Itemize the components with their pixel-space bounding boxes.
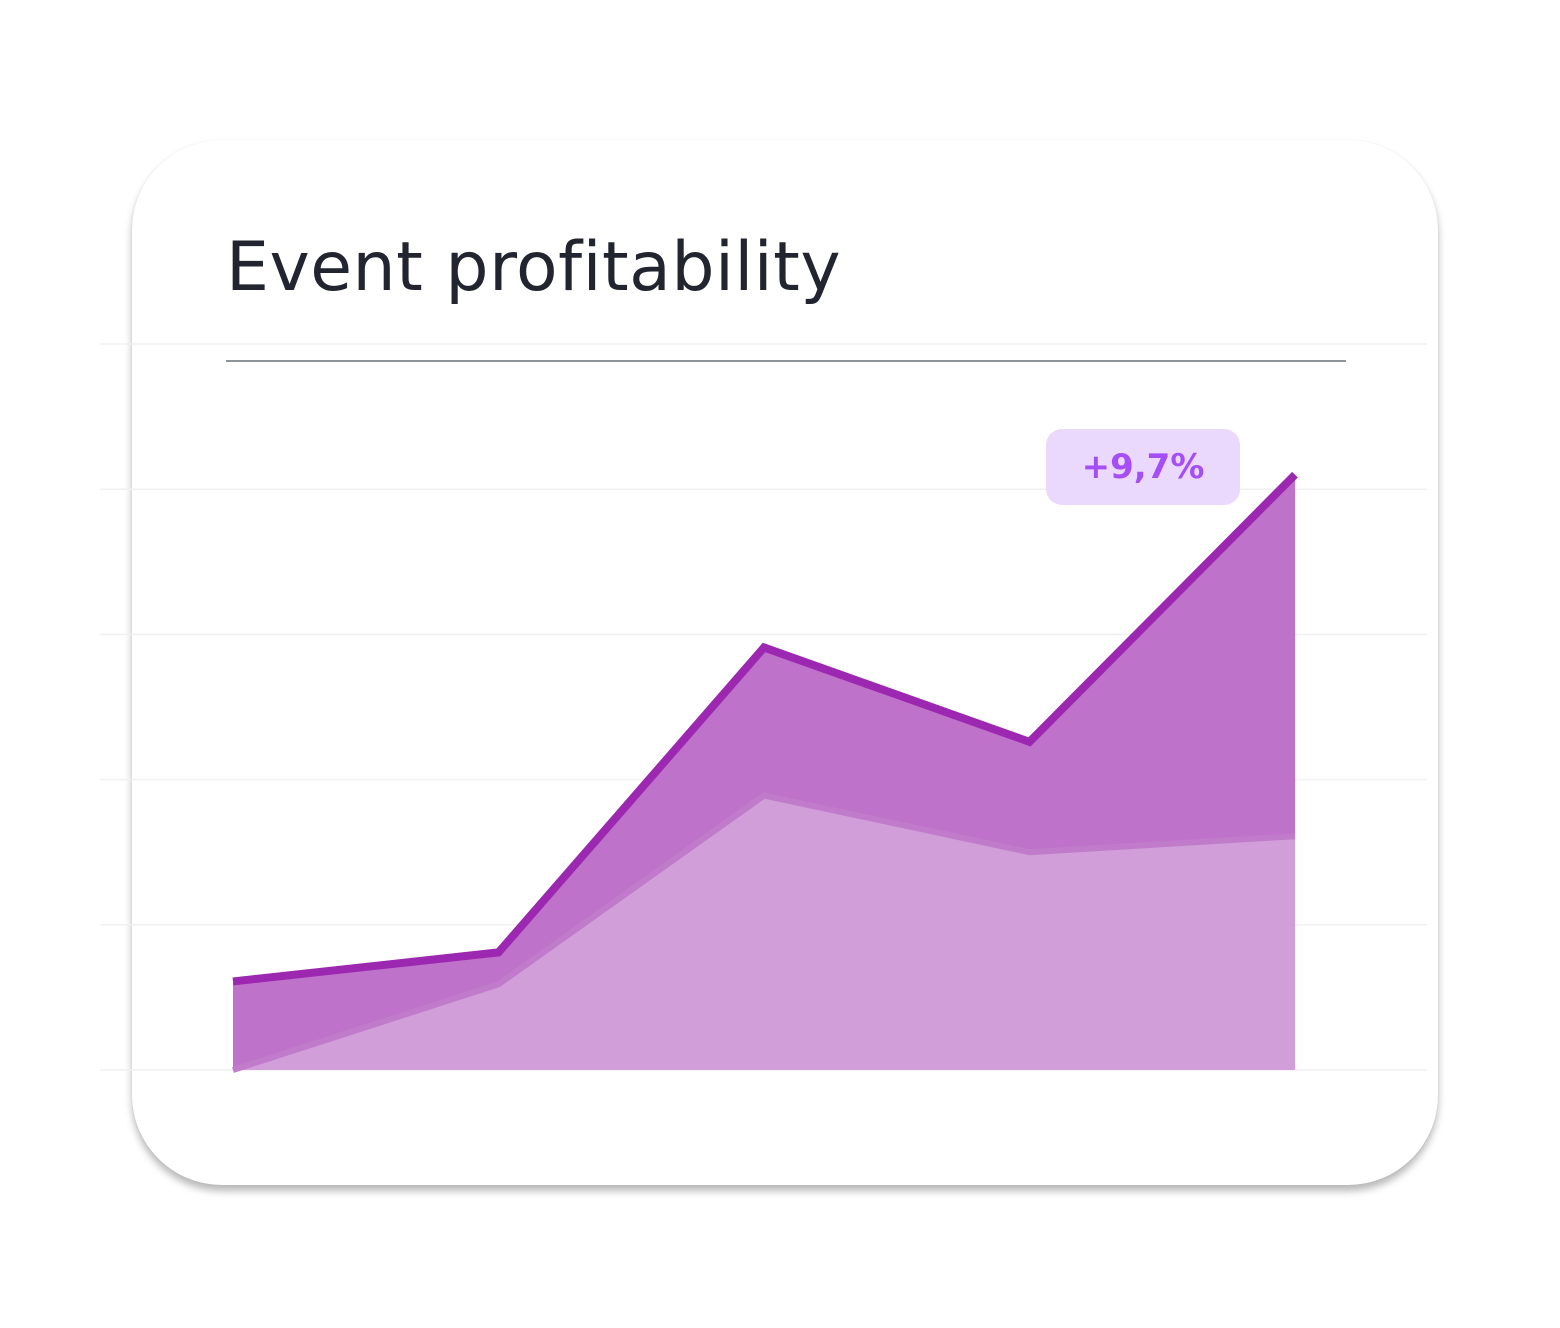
series-2-area: [233, 795, 1295, 1070]
card-title: Event profitability: [226, 228, 842, 307]
change-badge: +9,7%: [1046, 429, 1240, 505]
title-divider: [226, 360, 1346, 362]
